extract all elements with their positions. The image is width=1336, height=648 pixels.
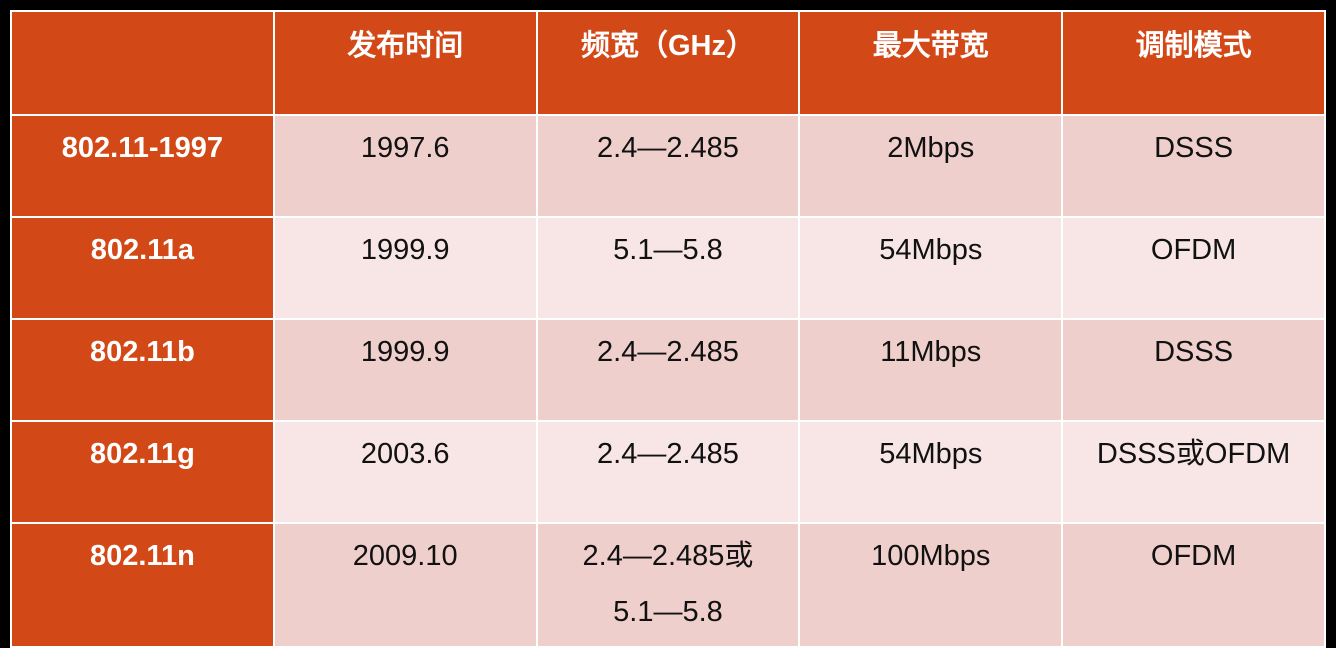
- modulation-cell: DSSS: [1061, 114, 1326, 218]
- header-row: 发布时间 频宽（GHz） 最大带宽 调制模式: [10, 10, 1326, 116]
- header-cell-release-date: 发布时间: [272, 10, 538, 116]
- standard-name-cell: 802.11-1997: [10, 114, 275, 218]
- header-cell-frequency-band: 频宽（GHz）: [535, 10, 801, 116]
- release-date-cell: 1999.9: [272, 216, 538, 320]
- header-cell-max-bandwidth: 最大带宽: [798, 10, 1064, 116]
- standard-name-cell: 802.11b: [10, 318, 275, 422]
- frequency-band-line: 5.1—5.8: [613, 596, 723, 628]
- release-date-cell: 1997.6: [272, 114, 538, 218]
- release-date-cell: 2003.6: [272, 420, 538, 524]
- table-row: 802.11a 1999.9 5.1—5.8 54Mbps OFDM: [10, 216, 1326, 320]
- frequency-band-line: 2.4—2.485或: [582, 540, 754, 572]
- frequency-band-line: 2.4—2.485: [597, 438, 739, 470]
- table-row: 802.11g 2003.6 2.4—2.485 54Mbps DSSS或OFD…: [10, 420, 1326, 524]
- frequency-band-cell: 2.4—2.485: [535, 318, 801, 422]
- table-row: 802.11b 1999.9 2.4—2.485 11Mbps DSSS: [10, 318, 1326, 422]
- modulation-cell: DSSS: [1061, 318, 1326, 422]
- frequency-band-line: 2.4—2.485: [597, 132, 739, 164]
- modulation-cell: OFDM: [1061, 216, 1326, 320]
- standard-name-cell: 802.11a: [10, 216, 275, 320]
- modulation-cell: DSSS或OFDM: [1061, 420, 1326, 524]
- modulation-cell: OFDM: [1061, 522, 1326, 648]
- frequency-band-line: 2.4—2.485: [597, 336, 739, 368]
- frequency-band-cell: 2.4—2.485或 5.1—5.8: [535, 522, 801, 648]
- release-date-cell: 1999.9: [272, 318, 538, 422]
- table-row: 802.11n 2009.10 2.4—2.485或 5.1—5.8 100Mb…: [10, 522, 1326, 648]
- table-row: 802.11-1997 1997.6 2.4—2.485 2Mbps DSSS: [10, 114, 1326, 218]
- frequency-band-cell: 5.1—5.8: [535, 216, 801, 320]
- wifi-standards-table: 发布时间 频宽（GHz） 最大带宽 调制模式 802.11-1997 1997.…: [10, 10, 1326, 648]
- standard-name-cell: 802.11g: [10, 420, 275, 524]
- header-cell-corner: [10, 10, 275, 116]
- header-cell-modulation: 调制模式: [1061, 10, 1326, 116]
- wifi-standards-table-frame: 发布时间 频宽（GHz） 最大带宽 调制模式 802.11-1997 1997.…: [10, 10, 1326, 648]
- max-bandwidth-cell: 11Mbps: [798, 318, 1064, 422]
- frequency-band-line: 5.1—5.8: [613, 234, 723, 266]
- release-date-cell: 2009.10: [272, 522, 538, 648]
- max-bandwidth-cell: 54Mbps: [798, 216, 1064, 320]
- max-bandwidth-cell: 100Mbps: [798, 522, 1064, 648]
- max-bandwidth-cell: 2Mbps: [798, 114, 1064, 218]
- frequency-band-cell: 2.4—2.485: [535, 420, 801, 524]
- frequency-band-cell: 2.4—2.485: [535, 114, 801, 218]
- max-bandwidth-cell: 54Mbps: [798, 420, 1064, 524]
- standard-name-cell: 802.11n: [10, 522, 275, 648]
